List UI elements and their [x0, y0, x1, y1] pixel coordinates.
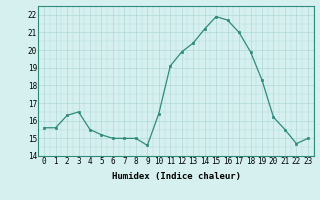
X-axis label: Humidex (Indice chaleur): Humidex (Indice chaleur): [111, 172, 241, 181]
